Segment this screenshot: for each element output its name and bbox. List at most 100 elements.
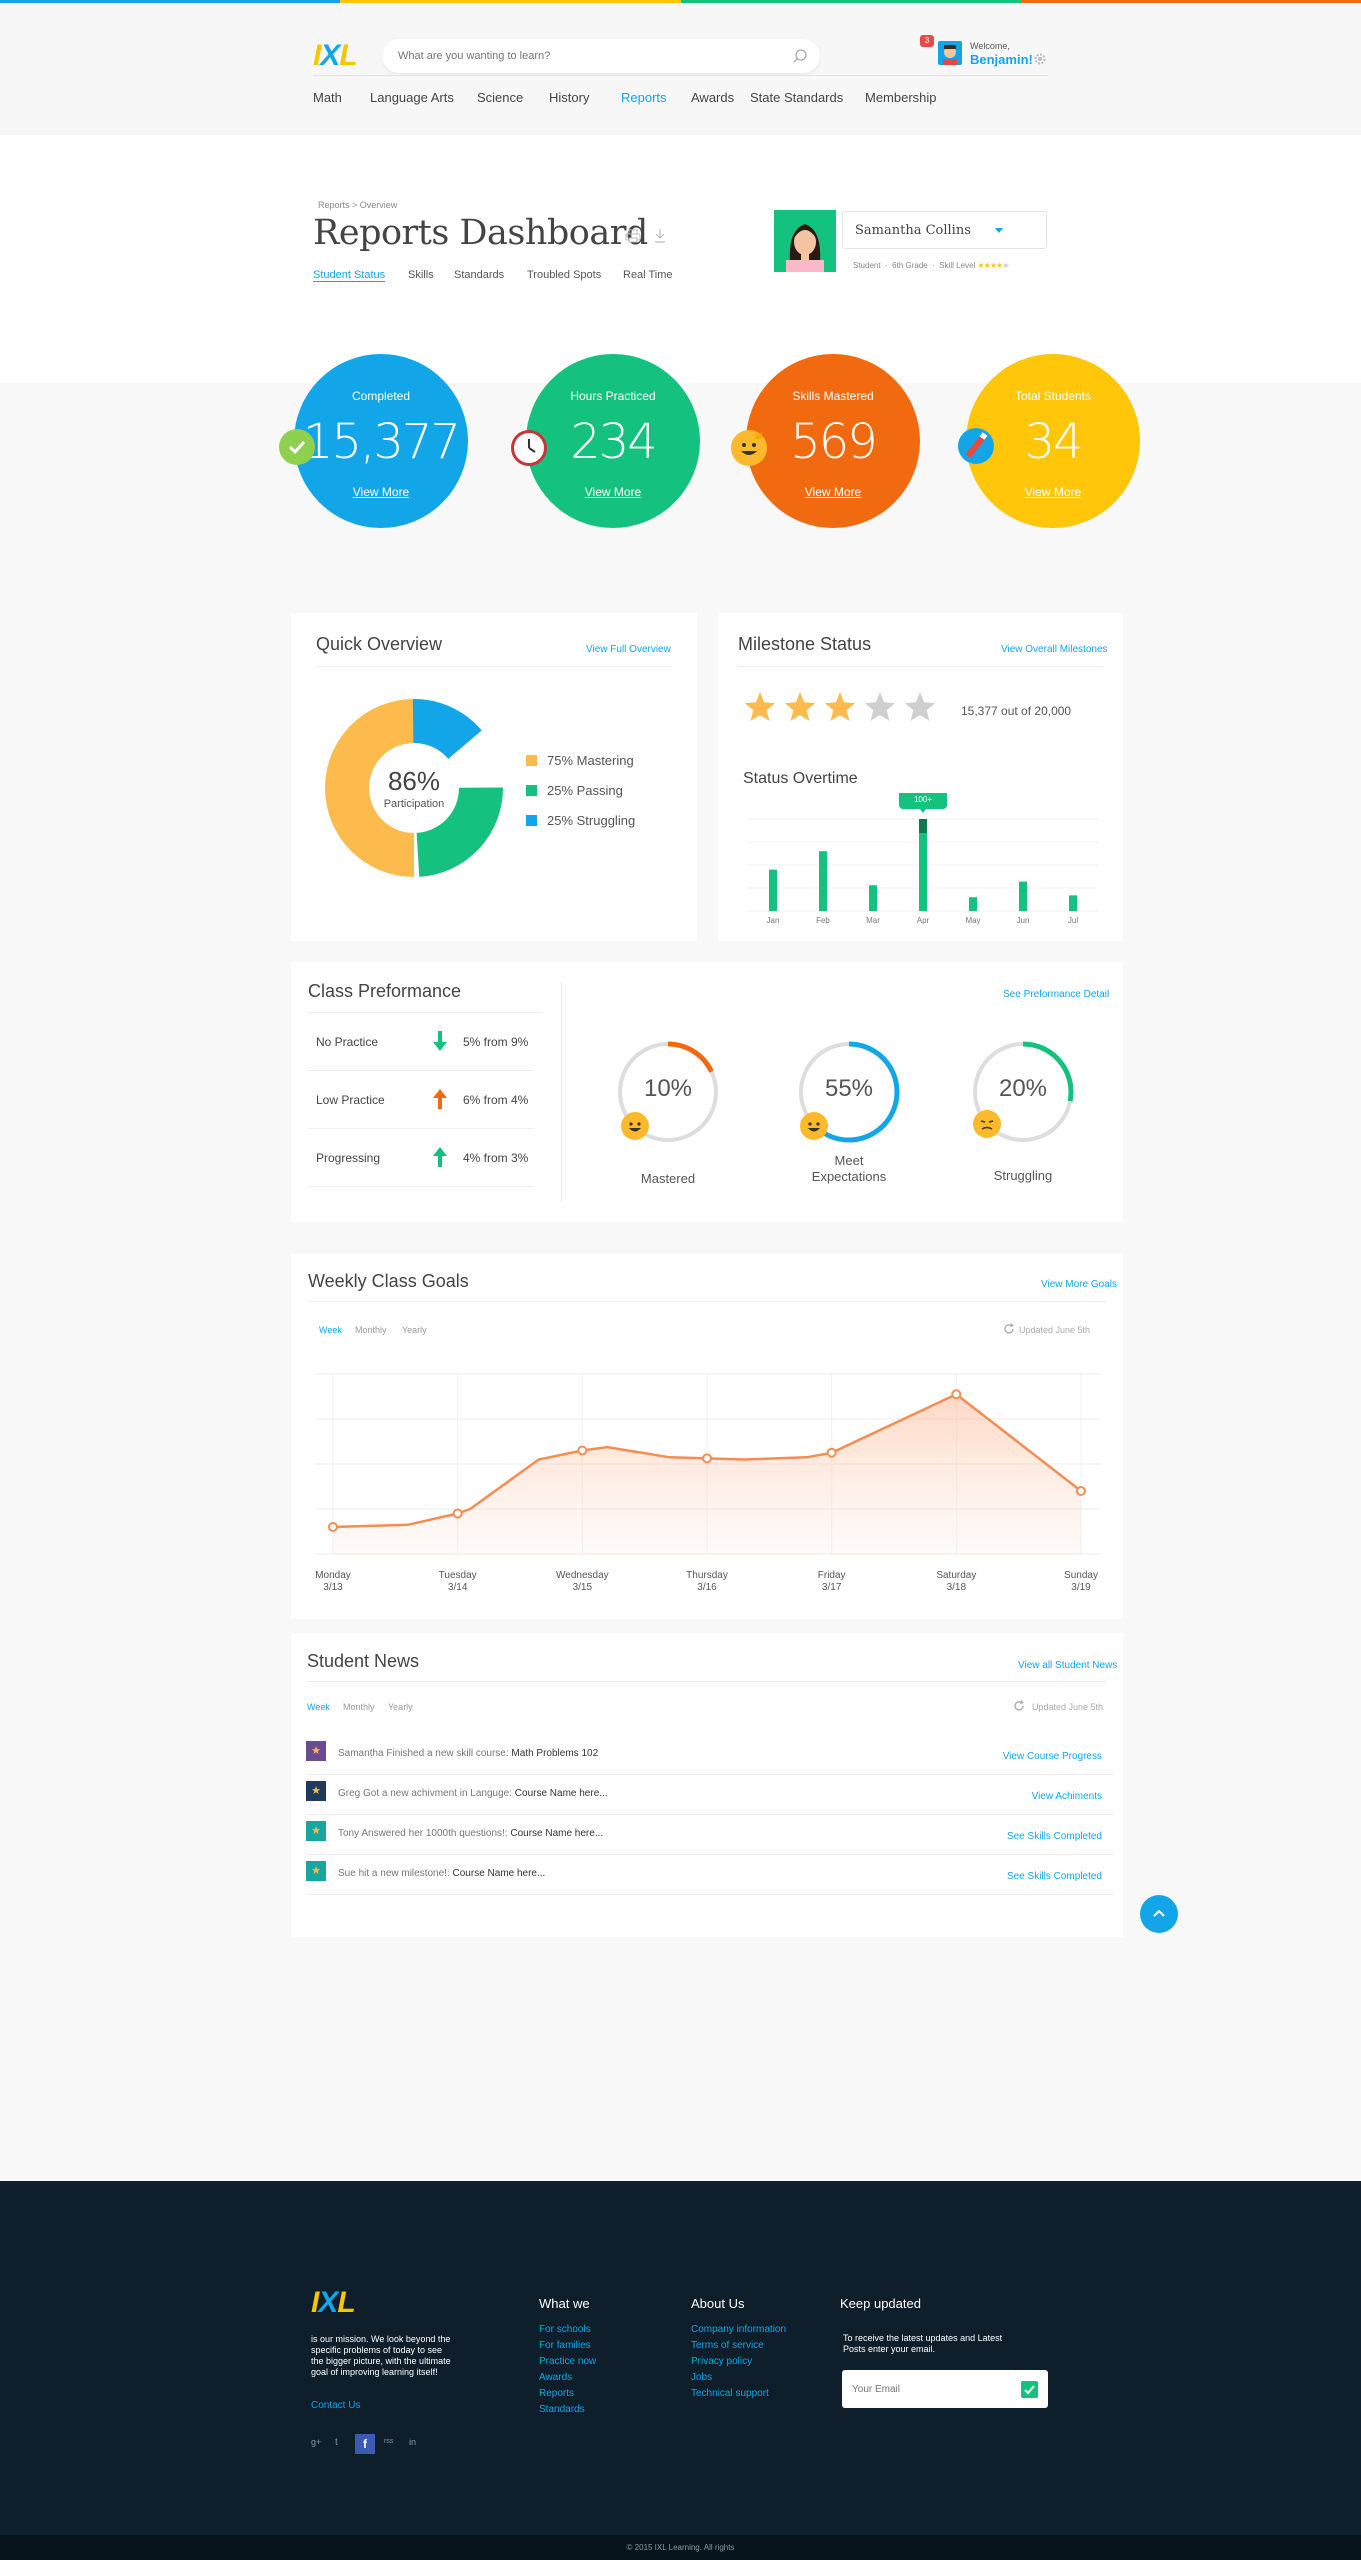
footer-link[interactable]: Terms of service bbox=[691, 2340, 764, 2351]
student-selector[interactable]: Samantha Collins bbox=[842, 211, 1047, 249]
nav-state-standards[interactable]: State Standards bbox=[750, 90, 844, 105]
goal-point[interactable] bbox=[826, 1447, 837, 1458]
footer-link[interactable]: Practice now bbox=[539, 2356, 597, 2367]
tab-student-status[interactable]: Student Status bbox=[313, 269, 386, 282]
google-plus-icon[interactable]: g+ bbox=[311, 2437, 322, 2447]
bar-highlight-cap bbox=[919, 819, 927, 833]
news-tab-monthly[interactable]: Monthly bbox=[343, 1702, 375, 1712]
x-tick-label: Feb bbox=[816, 916, 830, 925]
footer-link[interactable]: Awards bbox=[539, 2372, 573, 2383]
breadcrumb[interactable]: Reports > Overview bbox=[318, 200, 398, 210]
footer-link[interactable]: Privacy policy bbox=[691, 2356, 753, 2367]
tab-skills[interactable]: Skills bbox=[408, 269, 434, 281]
bar-jan[interactable] bbox=[769, 869, 777, 911]
news-text: Sue hit a new milestone!: Course Name he… bbox=[338, 1868, 546, 1879]
nav-history[interactable]: History bbox=[549, 90, 590, 105]
goals-tab-week[interactable]: Week bbox=[319, 1325, 342, 1335]
news-action-link[interactable]: View Achiments bbox=[1031, 1791, 1102, 1802]
footer-link[interactable]: Company information bbox=[691, 2324, 787, 2335]
nav-language-arts[interactable]: Language Arts bbox=[370, 90, 454, 105]
see-performance-detail-link[interactable]: See Preformance Detail bbox=[1003, 989, 1110, 1000]
refresh-icon[interactable] bbox=[1003, 1323, 1015, 1335]
ixl-logo[interactable]: IXL bbox=[313, 39, 358, 72]
email-submit-button[interactable] bbox=[1021, 2381, 1038, 2398]
goal-point[interactable] bbox=[328, 1522, 338, 1532]
footer-link[interactable]: Reports bbox=[539, 2388, 575, 2399]
view-overall-milestones-link[interactable]: View Overall Milestones bbox=[1001, 644, 1108, 655]
milestone-card: Milestone Status View Overall Milestones… bbox=[718, 613, 1123, 941]
bar-jul[interactable] bbox=[1069, 895, 1077, 911]
linkedin-icon[interactable]: in bbox=[409, 2437, 417, 2447]
footer-link[interactable]: Jobs bbox=[691, 2372, 713, 2383]
tab-troubled-spots[interactable]: Troubled Spots bbox=[527, 269, 602, 281]
nav-science[interactable]: Science bbox=[477, 90, 524, 105]
nav-reports[interactable]: Reports bbox=[621, 90, 667, 105]
search-icon[interactable] bbox=[792, 48, 808, 64]
user-name[interactable]: Benjamin! bbox=[970, 52, 1033, 67]
goal-point[interactable] bbox=[702, 1453, 712, 1464]
quick-overview-card: Quick Overview View Full Overview 86% Pa… bbox=[291, 613, 697, 941]
view-full-overview-link[interactable]: View Full Overview bbox=[586, 644, 671, 655]
goal-point[interactable] bbox=[951, 1389, 962, 1400]
status-overtime-chart: Jan Feb Mar Apr 100+ May Jun Jul bbox=[748, 793, 1098, 925]
news-tab-week[interactable]: Week bbox=[307, 1702, 330, 1712]
stat-view-more-link[interactable]: View More bbox=[1024, 485, 1082, 499]
progress-ring-icon bbox=[798, 1041, 900, 1143]
footer-link[interactable]: Standards bbox=[539, 2404, 585, 2415]
footer-contact-link[interactable]: Contact Us bbox=[311, 2400, 361, 2411]
progress-ring-icon bbox=[972, 1041, 1074, 1143]
footer-link[interactable]: For schools bbox=[539, 2324, 591, 2335]
nav-awards[interactable]: Awards bbox=[691, 90, 735, 105]
tab-real-time[interactable]: Real Time bbox=[623, 269, 673, 281]
email-input[interactable] bbox=[852, 2380, 1012, 2398]
view-more-goals-link[interactable]: View More Goals bbox=[1041, 1279, 1117, 1290]
goal-point[interactable] bbox=[577, 1445, 588, 1456]
stat-view-more-link[interactable]: View More bbox=[804, 485, 862, 499]
bar-jun[interactable] bbox=[1019, 881, 1027, 911]
print-icon[interactable] bbox=[625, 229, 641, 243]
bar-mar[interactable] bbox=[869, 885, 877, 911]
perf-label: Low Practice bbox=[316, 1093, 385, 1107]
news-action-link[interactable]: View Course Progress bbox=[1002, 1751, 1102, 1762]
goal-point[interactable] bbox=[452, 1508, 463, 1519]
chevron-down-icon bbox=[995, 228, 1003, 233]
facebook-icon[interactable]: f bbox=[355, 2434, 375, 2454]
news-text: Greg Got a new achivment in Languge: Cou… bbox=[338, 1788, 608, 1799]
bar-apr[interactable] bbox=[919, 819, 927, 911]
footer-col2-title: About Us bbox=[691, 2296, 745, 2311]
news-tab-yearly[interactable]: Yearly bbox=[388, 1702, 413, 1712]
rss-icon[interactable]: rss bbox=[384, 2438, 394, 2445]
tab-standards[interactable]: Standards bbox=[454, 269, 505, 281]
arrow-down-icon bbox=[433, 1031, 447, 1051]
view-all-student-news-link[interactable]: View all Student News bbox=[1018, 1660, 1118, 1671]
stat-view-more-link[interactable]: View More bbox=[352, 485, 410, 499]
nav-membership[interactable]: Membership bbox=[865, 90, 937, 105]
bar-feb[interactable] bbox=[819, 851, 827, 911]
ring-meet-expectations: 55% Meet Expectations bbox=[797, 1040, 901, 1190]
goal-point[interactable] bbox=[1076, 1486, 1086, 1496]
search-input[interactable] bbox=[398, 46, 778, 66]
goals-tab-monthly[interactable]: Monthly bbox=[355, 1325, 387, 1335]
emoji-happy-icon bbox=[800, 1112, 828, 1140]
settings-gear-icon[interactable] bbox=[1034, 53, 1046, 65]
news-action-link[interactable]: See Skills Completed bbox=[1006, 1831, 1102, 1842]
twitter-icon[interactable]: t bbox=[335, 2437, 338, 2448]
bar-may[interactable] bbox=[969, 897, 977, 911]
user-avatar[interactable] bbox=[938, 41, 962, 65]
thumbs-up-icon: ★ bbox=[306, 1821, 326, 1841]
goals-tab-yearly[interactable]: Yearly bbox=[402, 1325, 427, 1335]
footer-link[interactable]: For families bbox=[539, 2340, 591, 2351]
scroll-to-top-button[interactable] bbox=[1140, 1895, 1178, 1933]
thumbs-up-icon: ★ bbox=[306, 1861, 326, 1881]
refresh-icon[interactable] bbox=[1013, 1700, 1025, 1712]
perf-row-low-practice: Low Practice 6% from 4% bbox=[308, 1073, 533, 1129]
news-action-link[interactable]: See Skills Completed bbox=[1006, 1871, 1102, 1882]
notification-badge[interactable]: 3 bbox=[920, 35, 934, 47]
footer-ixl-logo[interactable]: IXL bbox=[311, 2286, 356, 2319]
stat-view-more-link[interactable]: View More bbox=[584, 485, 642, 499]
perf-row-progressing: Progressing 4% from 3% bbox=[308, 1131, 533, 1187]
download-icon[interactable] bbox=[653, 228, 667, 244]
nav-math[interactable]: Math bbox=[313, 90, 342, 105]
ring-value: 10% bbox=[643, 1075, 693, 1102]
footer-link[interactable]: Technical support bbox=[691, 2388, 769, 2399]
